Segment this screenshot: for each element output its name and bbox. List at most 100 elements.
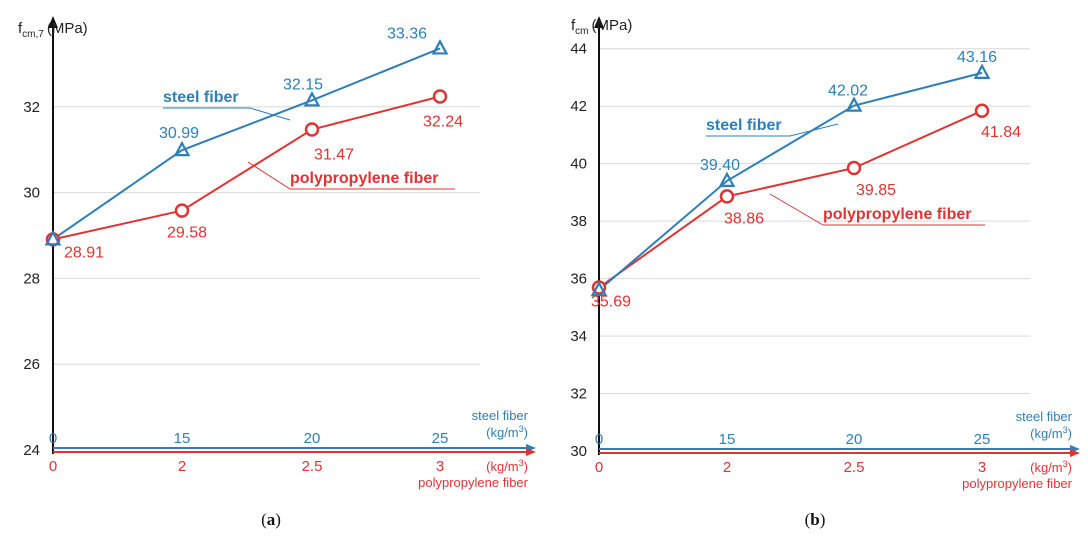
x-axis-unit-steel-end: ) xyxy=(524,425,528,440)
data-point-steel xyxy=(44,230,62,246)
data-point-steel xyxy=(845,96,863,112)
data-label-steel: 30.99 xyxy=(159,125,199,142)
y-axis-label-main: f xyxy=(571,17,576,34)
data-point-polypropylene xyxy=(974,103,990,119)
y-tick-label: 44 xyxy=(570,41,587,58)
panel-label-open: ( xyxy=(261,510,267,529)
x-tick-label-polypropylene: 2.5 xyxy=(844,459,865,476)
x-tick-label-steel: 20 xyxy=(304,430,321,447)
series-name-polypropylene: polypropylene fiber xyxy=(823,206,971,223)
data-label-polypropylene: 31.47 xyxy=(314,147,354,164)
x-axis-name-polypropylene: polypropylene fiber xyxy=(418,475,529,490)
panel-label: (b) xyxy=(805,510,826,529)
series-name-steel: steel fiber xyxy=(706,117,782,134)
series-leader-line xyxy=(247,161,291,190)
x-axis-unit-steel-base: (kg/m xyxy=(1030,426,1063,441)
x-tick-label-polypropylene: 0 xyxy=(49,458,57,475)
panel-label-close: ) xyxy=(275,510,281,529)
series-leader-line xyxy=(706,123,839,137)
y-axis-arrow xyxy=(594,16,604,28)
x-tick-label-polypropylene: 2 xyxy=(178,458,186,475)
data-label-steel: 43.16 xyxy=(957,49,997,66)
data-point-steel xyxy=(173,140,191,157)
x-axis-unit-polypropylene: (kg/m3) xyxy=(486,458,528,474)
data-label-steel: 39.40 xyxy=(700,157,740,174)
series-name-steel: steel fiber xyxy=(163,89,239,106)
y-tick-label: 36 xyxy=(570,271,587,288)
data-label-polypropylene: 32.24 xyxy=(423,114,463,131)
x-axis-unit-pp-base: (kg/m xyxy=(486,459,519,474)
data-label-polypropylene: 41.84 xyxy=(981,124,1021,141)
series-line-polypropylene xyxy=(598,109,983,289)
data-label-steel: 42.02 xyxy=(828,83,868,100)
x-axis-unit-pp-end: ) xyxy=(1068,460,1072,475)
y-axis-label-main: f xyxy=(18,20,23,37)
data-label-polypropylene: 28.91 xyxy=(64,244,104,261)
data-point-steel xyxy=(590,280,608,297)
series-line-polypropylene xyxy=(52,95,441,241)
data-point-polypropylene xyxy=(432,89,448,104)
x-axis-unit-polypropylene: (kg/m3) xyxy=(1030,459,1072,475)
y-tick-label: 24 xyxy=(23,442,40,459)
y-tick-label: 40 xyxy=(570,156,587,173)
y-axis-label-unit: (MPa) xyxy=(592,17,633,34)
data-point-polypropylene xyxy=(719,189,735,204)
data-point-steel xyxy=(303,91,321,107)
x-tick-label-steel: 0 xyxy=(49,430,57,447)
data-point-polypropylene xyxy=(174,203,190,218)
x-axis-unit-pp-sup: 3 xyxy=(519,458,524,468)
x-tick-label-steel: 25 xyxy=(974,431,991,448)
series-leader-line xyxy=(163,107,291,121)
y-tick-label: 30 xyxy=(570,443,587,460)
panel-label: (a) xyxy=(261,510,281,529)
data-point-polypropylene xyxy=(304,122,320,137)
y-axis-arrow xyxy=(48,16,58,28)
data-label-polypropylene: 35.69 xyxy=(591,294,631,311)
x-tick-label-steel: 0 xyxy=(595,431,603,448)
data-point-polypropylene xyxy=(846,160,862,176)
data-point-steel xyxy=(718,171,736,188)
series-leader-line xyxy=(769,193,824,226)
x-tick-label-polypropylene: 0 xyxy=(595,459,603,476)
x-axis-unit-steel: (kg/m3) xyxy=(1030,425,1072,441)
x-axis-unit-steel-sup: 3 xyxy=(519,424,524,434)
y-tick-label: 30 xyxy=(23,185,40,202)
x-axis-unit-pp-end: ) xyxy=(524,459,528,474)
y-tick-label: 32 xyxy=(23,99,40,116)
x-axis-name-steel: steel fiber xyxy=(472,408,529,423)
y-axis-label: fcm,7 (MPa) xyxy=(18,20,88,40)
y-tick-label: 42 xyxy=(570,98,587,115)
x-axis-unit-steel-end: ) xyxy=(1068,426,1072,441)
y-tick-label: 26 xyxy=(23,356,40,373)
x-tick-label-steel: 20 xyxy=(846,431,863,448)
y-axis-label-sub: cm xyxy=(575,26,588,37)
x-axis-name-steel: steel fiber xyxy=(1016,409,1073,424)
series-line-steel xyxy=(598,71,983,291)
x-tick-label-polypropylene: 3 xyxy=(978,459,986,476)
data-point-steel xyxy=(431,39,449,55)
series-name-polypropylene: polypropylene fiber xyxy=(290,170,438,187)
data-label-polypropylene: 38.86 xyxy=(724,210,764,227)
panel-label-close: ) xyxy=(820,510,826,529)
x-axis-unit-steel: (kg/m3) xyxy=(486,424,528,440)
data-label-polypropylene: 29.58 xyxy=(167,225,207,242)
x-tick-label-polypropylene: 3 xyxy=(436,458,444,475)
data-label-steel: 33.36 xyxy=(387,25,427,42)
x-tick-label-steel: 25 xyxy=(432,430,449,447)
x-axis-polypropylene-arrow xyxy=(526,448,536,456)
x-axis-unit-steel-sup: 3 xyxy=(1063,425,1068,435)
y-tick-label: 32 xyxy=(570,386,587,403)
y-tick-label: 34 xyxy=(570,328,587,345)
series-line-steel xyxy=(52,47,441,241)
data-point-steel xyxy=(973,63,991,79)
x-tick-label-steel: 15 xyxy=(719,431,736,448)
y-axis-label: fcm (MPa) xyxy=(571,17,632,37)
x-axis-unit-pp-base: (kg/m xyxy=(1030,460,1063,475)
panel-label-letter: a xyxy=(267,510,276,529)
x-axis-unit-pp-sup: 3 xyxy=(1063,459,1068,469)
x-tick-label-polypropylene: 2.5 xyxy=(302,458,323,475)
data-label-steel: 32.15 xyxy=(283,76,323,93)
